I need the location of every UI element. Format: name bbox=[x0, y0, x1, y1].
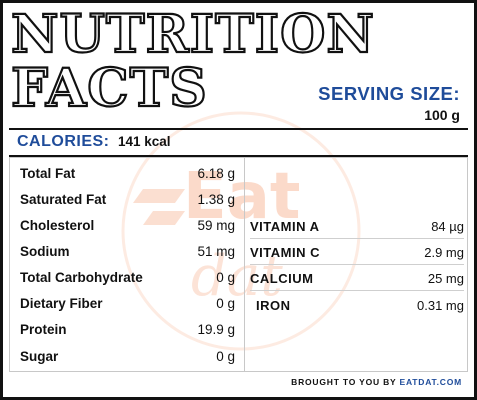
footer-credit: BROUGHT TO YOU BY EATDAT.COM bbox=[291, 377, 462, 387]
vitamin-value: 25 mg bbox=[427, 271, 464, 286]
nutrient-row: Dietary Fiber 0 g bbox=[20, 292, 235, 314]
divider-top bbox=[9, 128, 468, 130]
vitamin-row: VITAMIN A 84 µg bbox=[250, 215, 464, 239]
serving-size-label: SERVING SIZE: bbox=[318, 83, 460, 104]
nutrient-row: Protein 19.9 g bbox=[20, 318, 235, 340]
nutrient-value: 19.9 g bbox=[197, 321, 235, 337]
footer-prefix: BROUGHT TO YOU BY bbox=[291, 377, 397, 387]
vitamin-row: VITAMIN C 2.9 mg bbox=[250, 241, 464, 265]
nutrient-value: 0 g bbox=[216, 295, 235, 311]
vitamin-name: VITAMIN C bbox=[250, 245, 320, 260]
nutrient-name: Total Fat bbox=[20, 165, 76, 181]
nutrient-name: Total Carbohydrate bbox=[20, 269, 143, 285]
nutrient-row: Sugar 0 g bbox=[20, 345, 235, 367]
vitamin-value: 0.31 mg bbox=[417, 297, 464, 313]
calories-value: 141 kcal bbox=[117, 134, 171, 149]
nutrient-row: Saturated Fat 1.38 g bbox=[20, 188, 235, 210]
footer-brand-link[interactable]: EATDAT.COM bbox=[399, 377, 462, 387]
nutrient-name: Cholesterol bbox=[20, 217, 95, 233]
vitamin-value: 84 µg bbox=[431, 219, 464, 234]
nutrient-name: Sodium bbox=[20, 243, 70, 259]
serving-size-value: 100 g bbox=[424, 107, 460, 123]
nutrient-name: Protein bbox=[20, 321, 67, 337]
column-divider bbox=[244, 158, 245, 371]
nutrient-value: 0 g bbox=[216, 269, 235, 285]
vitamin-name: VITAMIN A bbox=[250, 219, 320, 234]
nutrient-row: Cholesterol 59 mg bbox=[20, 214, 235, 236]
vitamin-value: 2.9 mg bbox=[424, 245, 464, 260]
nutrient-value: 6.18 g bbox=[197, 165, 235, 181]
divider-middle bbox=[9, 155, 468, 157]
calories-row: CALORIES: 141 kcal bbox=[17, 133, 171, 151]
title-line-2: FACTS bbox=[10, 58, 208, 119]
vitamin-row: CALCIUM 25 mg bbox=[250, 267, 464, 291]
nutrient-value: 1.38 g bbox=[197, 191, 235, 207]
nutrient-row: Total Carbohydrate 0 g bbox=[20, 266, 235, 288]
calories-label: CALORIES: bbox=[17, 133, 110, 150]
nutrient-name: Sugar bbox=[20, 348, 59, 364]
nutrient-value: 0 g bbox=[216, 348, 235, 364]
vitamin-row: IRON 0.31 mg bbox=[250, 293, 464, 317]
nutrient-name: Saturated Fat bbox=[20, 191, 107, 207]
nutrient-table: Total Fat 6.18 g Saturated Fat 1.38 g Ch… bbox=[9, 157, 468, 372]
vitamin-name: IRON bbox=[256, 297, 291, 313]
vitamin-name: CALCIUM bbox=[250, 271, 314, 286]
nutrient-row: Sodium 51 mg bbox=[20, 240, 235, 262]
nutrient-name: Dietary Fiber bbox=[20, 295, 103, 311]
nutrient-value: 59 mg bbox=[197, 217, 235, 233]
nutrient-row: Total Fat 6.18 g bbox=[20, 162, 235, 184]
title-line-1: NUTRITION bbox=[10, 4, 375, 65]
nutrient-value: 51 mg bbox=[197, 243, 235, 259]
